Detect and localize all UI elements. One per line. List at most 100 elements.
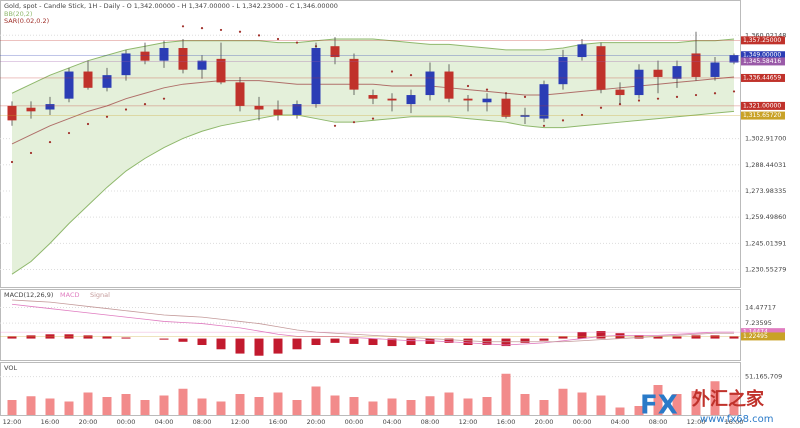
sar-dot — [219, 28, 223, 32]
sar-dot — [523, 95, 527, 98]
volume-bar — [121, 394, 131, 415]
price-tag — [741, 36, 785, 45]
price-tag-label: 1,321.00000 — [743, 102, 781, 109]
x-tick-label: 12:00 — [687, 418, 706, 426]
volume-title: VOL — [4, 364, 17, 372]
macd-bar — [615, 333, 625, 339]
candle-body — [159, 48, 169, 61]
candle-body — [615, 89, 625, 96]
price-tag — [741, 73, 785, 82]
volume-bar — [520, 394, 530, 415]
sar-dot — [713, 92, 717, 95]
macd-bar — [83, 335, 93, 339]
sar-dot — [105, 115, 109, 118]
candle-body — [691, 53, 701, 77]
volume-bar — [615, 407, 625, 415]
candle-body — [634, 69, 644, 96]
volume-bar — [349, 397, 359, 415]
sar-dot — [295, 41, 299, 44]
candle-body — [64, 71, 74, 99]
sar-dot — [390, 70, 394, 73]
candle-body — [444, 71, 454, 99]
macd-bar — [501, 338, 511, 347]
macd-bar — [102, 336, 112, 339]
sar-dot — [352, 121, 356, 124]
price-tag — [741, 332, 785, 341]
candle-body — [83, 71, 93, 88]
candle-body — [311, 48, 321, 105]
volume-bar — [330, 395, 340, 415]
macd-bar — [463, 338, 473, 345]
sar-dot — [10, 160, 14, 164]
sar-dot — [238, 30, 242, 33]
x-tick-label: 20:00 — [79, 418, 98, 426]
price-tag-label: 1,336.44659 — [743, 74, 781, 81]
volume-bar — [596, 395, 606, 415]
band-upper — [11, 38, 735, 94]
candle-body — [501, 98, 511, 117]
candle-body — [596, 46, 606, 90]
macd-bar — [653, 336, 663, 339]
sar-dot — [542, 124, 546, 127]
macd-bar — [292, 338, 302, 350]
sar-dot — [675, 95, 679, 98]
macd-bar — [330, 338, 340, 343]
sar-dot — [409, 74, 413, 77]
macd-bar — [596, 331, 606, 339]
main-panel — [0, 0, 741, 288]
macd-bar — [216, 338, 226, 350]
volume-bar — [159, 395, 169, 415]
volume-bar — [216, 401, 226, 415]
volume-bar — [292, 400, 302, 415]
candle-body — [197, 60, 207, 70]
sar-dot — [485, 88, 489, 91]
x-tick-label: 16:00 — [41, 418, 60, 426]
macd-bar — [387, 338, 397, 347]
candle-body — [520, 114, 530, 117]
price-tag-label: 1.22495 — [743, 333, 768, 340]
sar-dot — [162, 97, 166, 100]
candle-body — [368, 95, 378, 99]
y-tick-label: 1,259.49860 — [745, 213, 786, 221]
volume-bar — [235, 394, 245, 415]
volume-bar — [425, 396, 435, 415]
candle-body — [26, 107, 36, 112]
y-tick-label: 1,302.91700 — [745, 135, 786, 143]
x-tick-label: 12:00 — [459, 418, 478, 426]
macd-bar — [368, 338, 378, 345]
macd-bar — [197, 338, 207, 345]
legend-entry: MACD — [60, 291, 79, 299]
x-tick-label: 00:00 — [573, 418, 592, 426]
macd-bar — [425, 338, 435, 344]
watermark-url: www.fx68.com — [700, 414, 774, 425]
macd-bar — [577, 332, 587, 339]
sar-dot — [694, 93, 698, 97]
macd-bar — [729, 336, 739, 339]
candle-body — [235, 82, 245, 106]
y-tick-label: 1,288.44031 — [745, 161, 786, 169]
macd-bar — [444, 338, 454, 343]
volume-bar — [140, 400, 150, 415]
price-tag — [741, 101, 785, 110]
candle-body — [482, 98, 492, 103]
volume-bar — [254, 397, 264, 415]
volume-bar — [26, 396, 36, 415]
candle-body — [653, 69, 663, 77]
price-tag-label: 1,345.58416 — [743, 58, 781, 65]
macd-line — [11, 299, 734, 343]
legend-entry: SAR(0.02,0.2) — [4, 17, 49, 25]
sar-dot — [333, 124, 337, 127]
x-tick-label: 00:00 — [117, 418, 136, 426]
macd-bar — [235, 338, 245, 354]
x-tick-label: 08:00 — [649, 418, 668, 426]
volume-bar — [501, 373, 511, 415]
y-tick-label: 1,360.02148 — [745, 31, 786, 39]
volume-bar — [691, 391, 701, 415]
volume-bar — [368, 401, 378, 415]
volume-panel — [0, 362, 741, 416]
watermark-name: 外汇之家 — [692, 388, 765, 410]
x-tick-label: 04:00 — [155, 418, 174, 426]
volume-bar — [7, 400, 17, 415]
sar-dot — [466, 84, 470, 88]
volume-bar — [406, 400, 416, 415]
